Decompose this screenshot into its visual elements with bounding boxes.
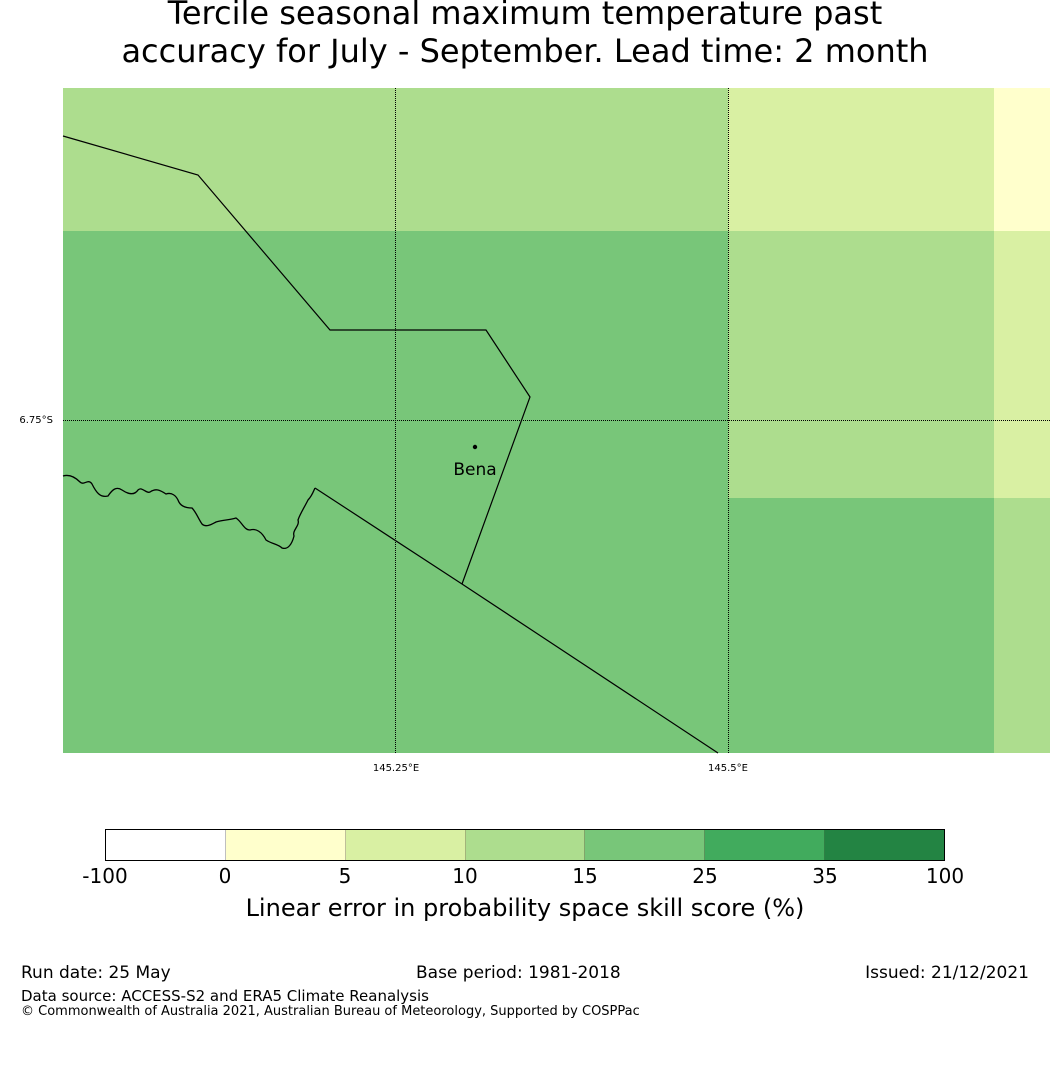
lon-label-2: 145.5°E (708, 763, 748, 774)
cell-top-right (994, 88, 1050, 231)
copyright: © Commonwealth of Australia 2021, Austra… (21, 1004, 640, 1019)
colorbar-tick-1: 0 (218, 864, 232, 888)
title-line-2: accuracy for July - September. Lead time… (121, 32, 929, 70)
colorbar-seg-1 (225, 830, 346, 860)
colorbar-tick-6: 35 (812, 864, 838, 888)
gridlines (63, 88, 1050, 753)
colorbar-label: Linear error in probability space skill … (245, 894, 805, 922)
border-line (62, 135, 719, 754)
coastline (62, 474, 316, 550)
data-source: Data source: ACCESS-S2 and ERA5 Climate … (21, 987, 429, 1005)
cell-mid-right-a (728, 231, 994, 498)
colorbar-seg-5 (705, 830, 826, 860)
town-marker (472, 444, 478, 450)
cell-top-left (63, 88, 728, 231)
colorbar (105, 829, 945, 861)
colorbar-seg-4 (585, 830, 706, 860)
title-line-1: Tercile seasonal maximum temperature pas… (167, 0, 883, 32)
base-period: Base period: 1981-2018 (416, 963, 621, 983)
lon-label-1: 145.25°E (373, 763, 419, 774)
chart-title: Tercile seasonal maximum temperature pas… (0, 0, 1050, 70)
cell-bottom-right-a (728, 498, 994, 753)
colorbar-seg-3 (465, 830, 586, 860)
colorbar-tick-0: -100 (82, 864, 128, 888)
colorbar-seg-6 (825, 830, 945, 860)
cell-bottom-right-b (994, 498, 1050, 753)
cell-top-mid (728, 88, 994, 231)
colorbar-seg-2 (345, 830, 466, 860)
town-label: Bena (453, 460, 496, 480)
colorbar-tick-7: 100 (925, 864, 965, 888)
colorbar-tick-3: 10 (452, 864, 478, 888)
run-date: Run date: 25 May (21, 963, 171, 983)
colorbar-tick-5: 25 (692, 864, 718, 888)
colorbar-tick-4: 15 (572, 864, 598, 888)
colorbar-tick-2: 5 (338, 864, 352, 888)
issued-date: Issued: 21/12/2021 (865, 963, 1029, 983)
map-panel: Bena 145.25°E 145.5°E 6.75°S (19, 88, 1050, 774)
cell-mid-right-b (994, 231, 1050, 498)
lat-label-1: 6.75°S (19, 415, 53, 426)
colorbar-seg-0 (106, 830, 226, 860)
